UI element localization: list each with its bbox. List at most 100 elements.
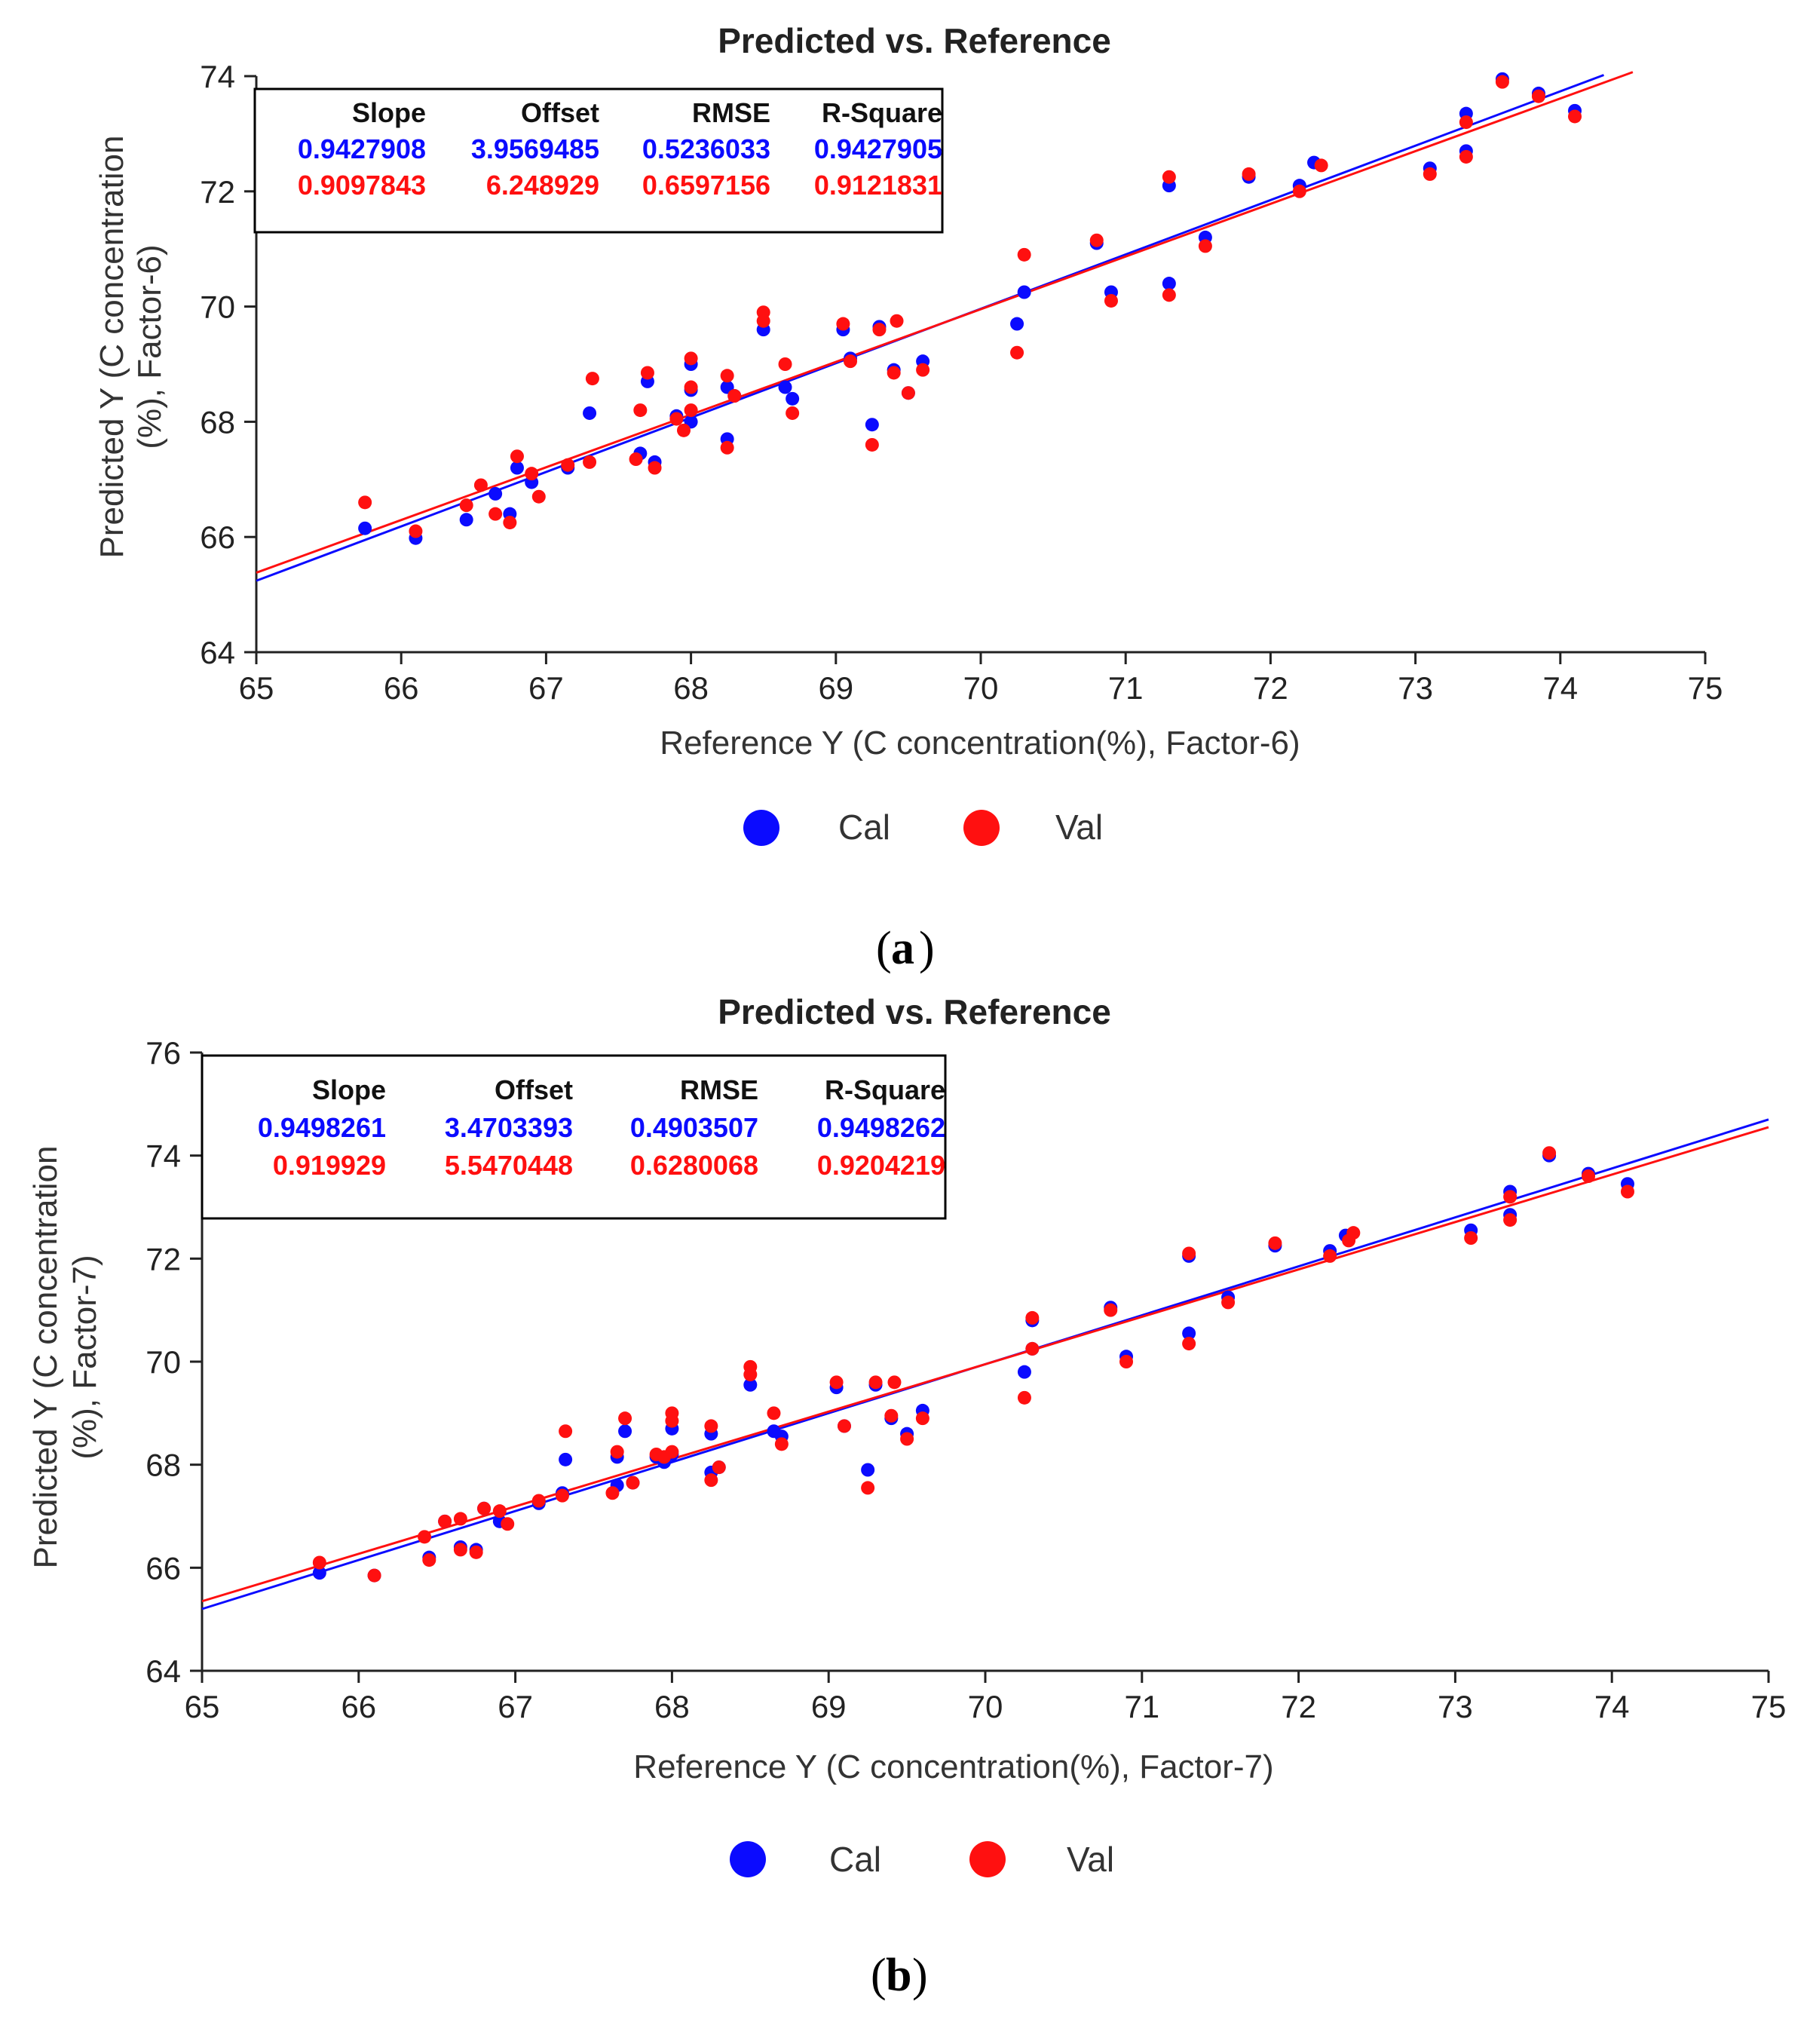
x-tick-label: 67 xyxy=(498,1689,533,1724)
x-tick-label: 70 xyxy=(968,1689,1003,1724)
val-point xyxy=(887,366,901,380)
val-point xyxy=(1495,75,1509,89)
legend-val-marker xyxy=(963,810,1000,846)
y-axis-title-line-1: Predicted Y (C concentration xyxy=(93,136,130,559)
val-point xyxy=(1464,1231,1478,1245)
val-point xyxy=(501,1517,515,1531)
cal-point xyxy=(743,1377,758,1392)
stats-box xyxy=(253,87,944,234)
x-tick-label: 69 xyxy=(818,670,853,706)
val-point xyxy=(836,317,850,331)
caption-letter: a xyxy=(891,923,914,974)
caption-close-paren: ) xyxy=(912,1950,928,2001)
y-tick-label: 64 xyxy=(145,1653,181,1689)
val-offset: 6.248929 xyxy=(486,170,599,201)
stats-header-rsquare: R-Square xyxy=(822,97,942,128)
y-axis-title: Predicted Y (C concentration (%), Factor… xyxy=(27,1146,103,1569)
val-point xyxy=(559,1424,573,1439)
val-point xyxy=(1323,1249,1337,1263)
cal-slope: 0.9427908 xyxy=(298,133,426,164)
val-point xyxy=(610,1445,624,1459)
cal-rmse: 0.5236033 xyxy=(642,133,770,164)
val-point xyxy=(561,458,575,472)
val-point xyxy=(676,423,691,437)
val-point xyxy=(1568,109,1582,124)
stats-box xyxy=(201,1054,947,1220)
val-point xyxy=(665,1445,679,1459)
y-tick-label: 68 xyxy=(145,1448,181,1483)
val-point xyxy=(704,1419,718,1433)
cal-point xyxy=(510,461,524,475)
x-tick-label: 66 xyxy=(384,670,419,706)
cal-point xyxy=(459,513,473,527)
val-point xyxy=(1221,1295,1236,1310)
x-tick-label: 67 xyxy=(528,670,564,706)
val-point xyxy=(525,467,539,481)
y-tick-label: 66 xyxy=(145,1550,181,1586)
val-point xyxy=(1025,1341,1040,1356)
val-point xyxy=(1104,293,1118,308)
val-point xyxy=(585,372,599,386)
val-point xyxy=(1025,1310,1040,1325)
val-point xyxy=(684,403,698,418)
stats-header-slope: Slope xyxy=(312,1074,386,1105)
plot-area: 65 66 67 68 69 70 71 72 73 74 75 64 66 68 70 72 74 76 xyxy=(145,1035,1786,1724)
val-point xyxy=(778,357,792,371)
val-rmse: 0.6597156 xyxy=(642,170,770,201)
val-point xyxy=(1459,115,1473,130)
x-tick-label: 73 xyxy=(1438,1689,1473,1724)
stats-header-rsquare: R-Square xyxy=(825,1074,945,1105)
y-tick-label: 76 xyxy=(145,1035,181,1071)
val-point xyxy=(555,1488,569,1503)
val-point xyxy=(438,1514,452,1528)
x-tick-label: 68 xyxy=(673,670,709,706)
x-axis-title: Reference Y (C concentration(%), Factor-… xyxy=(660,725,1300,762)
y-tick-label: 74 xyxy=(145,1138,181,1174)
val-point xyxy=(884,1408,899,1423)
val-point xyxy=(367,1568,381,1583)
val-offset: 5.5470448 xyxy=(445,1150,573,1181)
stats-header-offset: Offset xyxy=(521,97,599,128)
val-point xyxy=(720,440,734,455)
cal-point xyxy=(583,406,597,420)
val-point xyxy=(774,1437,789,1451)
y-axis-title-line-2: (%), Factor-6) xyxy=(131,244,168,449)
y-axis-title-line-1: Predicted Y (C concentration xyxy=(27,1146,64,1569)
cal-rsquare: 0.9427905 xyxy=(814,133,942,164)
val-point xyxy=(756,314,770,328)
cal-point xyxy=(778,380,792,394)
val-point xyxy=(633,403,648,418)
x-axis-title: Reference Y (C concentration(%), Factor-… xyxy=(633,1748,1273,1785)
val-point xyxy=(583,455,597,469)
val-point xyxy=(492,1504,507,1518)
val-point xyxy=(915,1411,930,1426)
val-point xyxy=(640,366,654,380)
legend-val-label: Val xyxy=(1055,807,1103,847)
val-rsquare: 0.9121831 xyxy=(814,170,942,201)
val-point xyxy=(743,1368,758,1382)
cal-point xyxy=(861,1463,875,1477)
stats-header-offset: Offset xyxy=(495,1074,573,1105)
cal-slope: 0.9498261 xyxy=(258,1112,386,1143)
x-tick-label: 65 xyxy=(239,670,274,706)
val-point xyxy=(510,449,524,464)
val-point xyxy=(786,406,800,420)
val-point xyxy=(473,478,488,492)
val-point xyxy=(861,1481,875,1495)
legend-cal-marker xyxy=(730,1841,766,1877)
legend-val-marker xyxy=(969,1841,1006,1877)
y-tick-label: 74 xyxy=(200,59,235,94)
plot-area: 65 66 67 68 69 70 71 72 73 74 75 64 66 68 70 72 74 xyxy=(200,59,1723,706)
cal-point xyxy=(1182,1326,1196,1341)
val-rmse: 0.6280068 xyxy=(630,1150,758,1181)
val-point xyxy=(453,1543,467,1557)
val-point xyxy=(669,412,684,426)
val-point xyxy=(727,389,742,403)
val-point xyxy=(1010,345,1024,360)
val-point xyxy=(531,1494,546,1508)
x-tick-label: 69 xyxy=(811,1689,847,1724)
y-tick-label: 72 xyxy=(145,1241,181,1276)
val-point xyxy=(1268,1236,1282,1250)
cal-point xyxy=(1162,277,1176,291)
x-tick-label: 73 xyxy=(1398,670,1433,706)
